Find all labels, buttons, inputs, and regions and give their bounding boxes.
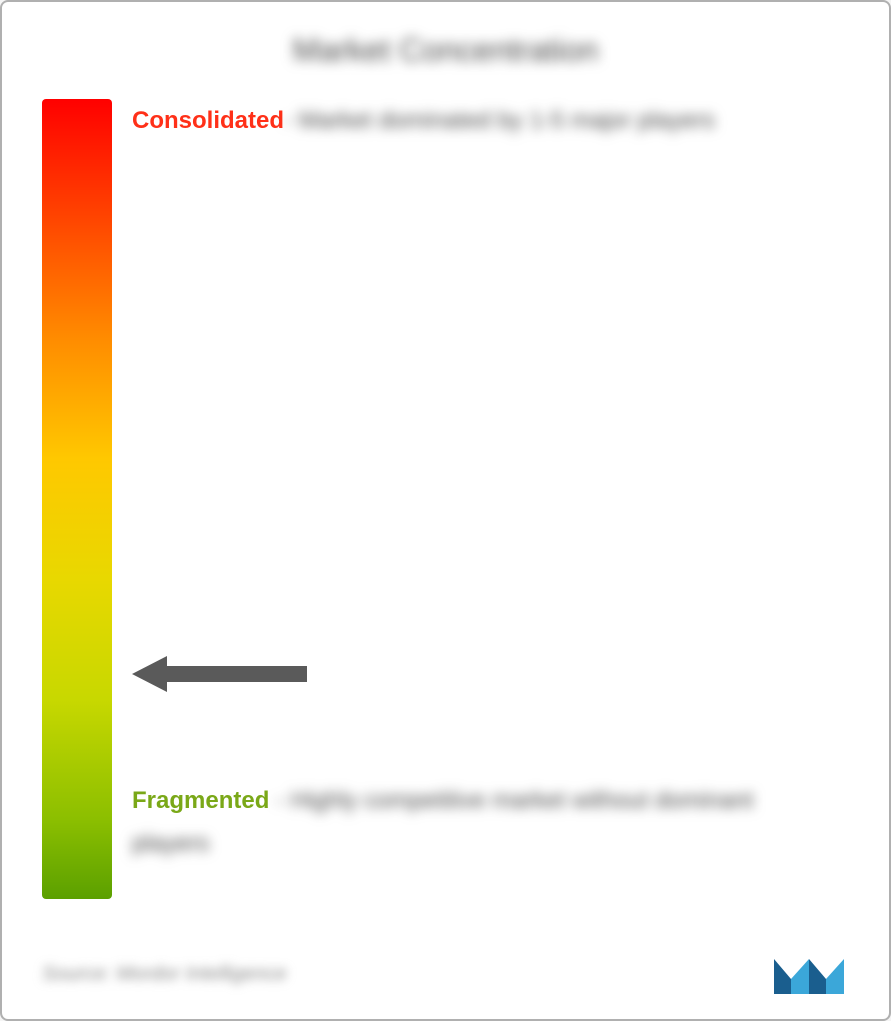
infographic-container: Market Concentration Consolidated- Marke… (0, 0, 891, 1021)
arrow-left-icon (132, 654, 312, 694)
consolidated-highlight: Consolidated (132, 107, 284, 134)
chart-title: Market Concentration (42, 32, 849, 69)
consolidated-label: Consolidated- Market dominated by 1-5 ma… (132, 99, 829, 142)
consolidated-description: - Market dominated by 1-5 major players (284, 107, 715, 134)
fragmented-label: Fragmented - Highly competitive market w… (132, 779, 829, 865)
fragmented-highlight: Fragmented (132, 787, 269, 814)
chart-footer: Source: Mordor Intelligence (42, 949, 849, 999)
labels-column: Consolidated- Market dominated by 1-5 ma… (132, 99, 849, 929)
brand-logo-icon (769, 949, 849, 999)
source-attribution: Source: Mordor Intelligence (42, 963, 287, 986)
concentration-gradient-bar (42, 99, 112, 899)
chart-content: Consolidated- Market dominated by 1-5 ma… (42, 99, 849, 929)
position-indicator (132, 654, 312, 694)
